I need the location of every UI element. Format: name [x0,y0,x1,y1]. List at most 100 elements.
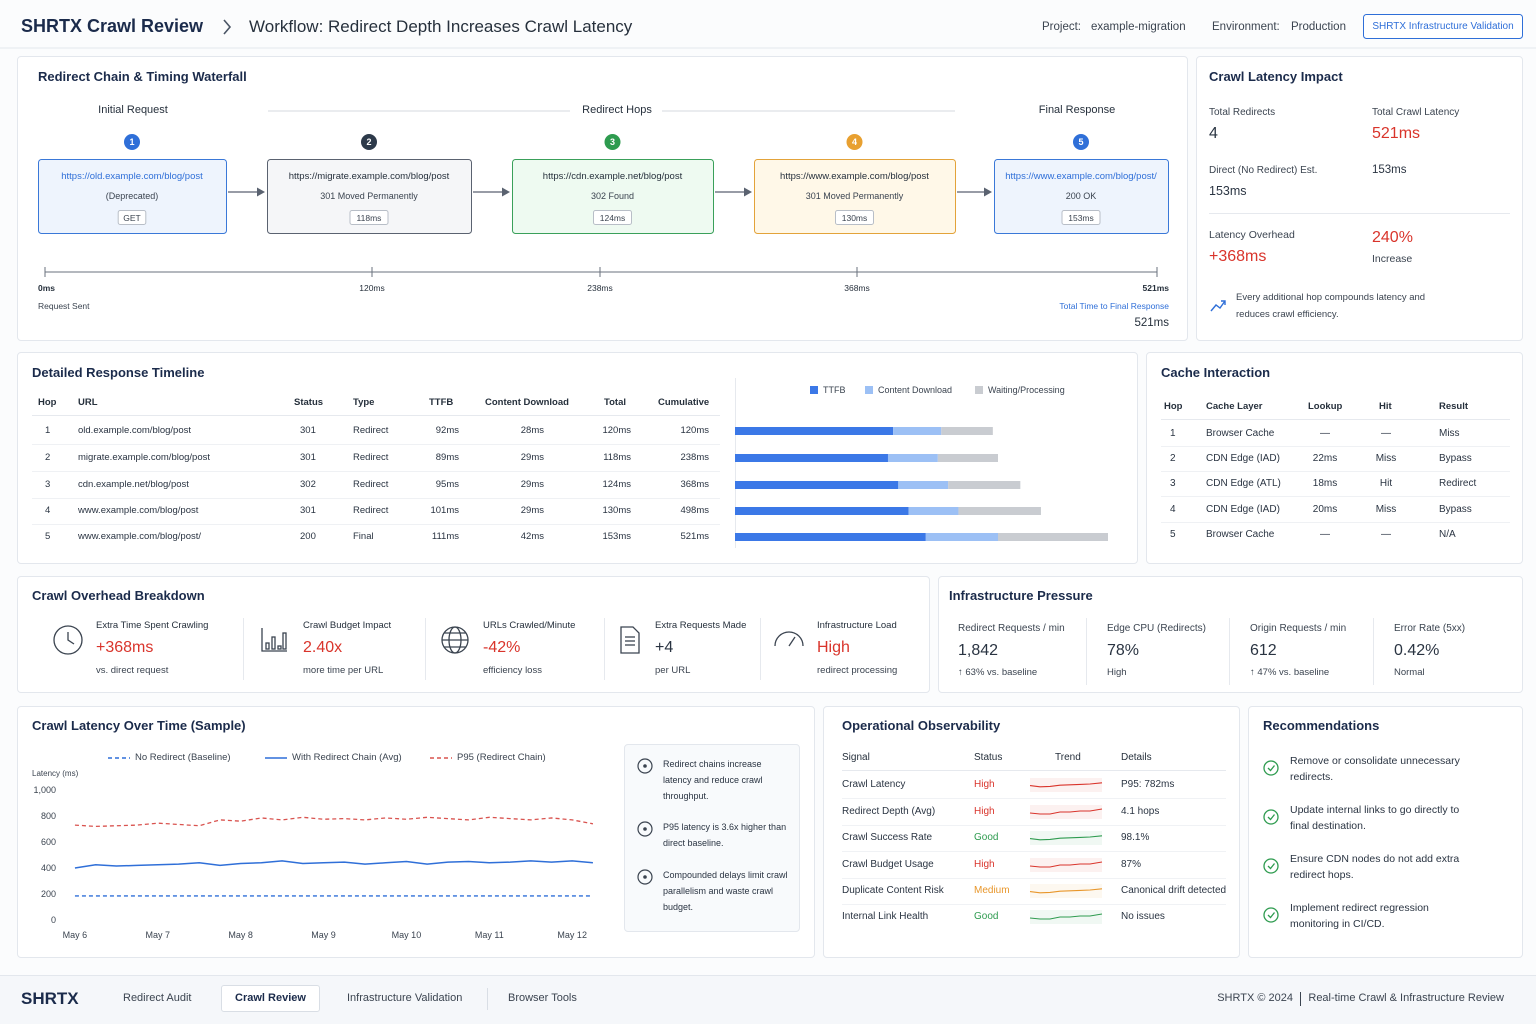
recommendation: Remove or consolidate unnecessary redire… [1290,755,1460,784]
hop-number: 2 [366,136,372,147]
sparkline [1029,782,1103,788]
signal-status: High [974,806,995,817]
metric-label: Total Redirects [1209,107,1276,118]
check-icon [1263,760,1279,776]
overhead-note: redirect processing [817,665,898,677]
table-cell: 111ms [431,531,459,543]
hop-number: 4 [851,136,858,147]
table-cell: cdn.example.net/blog/post [78,479,189,491]
bars-icon-bar [282,632,287,650]
signal-name: Crawl Success Rate [842,832,933,843]
legend-label: No Redirect (Baseline) [135,752,231,764]
column-header: Details [1121,752,1152,763]
panel-title: Detailed Response Timeline [32,365,205,381]
table-cell: 5 [45,531,51,543]
footer-tab[interactable]: Infrastructure Validation [347,992,463,1005]
table-cell: CDN Edge (IAD) [1206,504,1280,515]
pressure-label: Error Rate (5xx) [1394,623,1466,634]
table-cell: 18ms [1312,478,1338,489]
table-cell: 124ms [602,479,631,491]
legend-swatch [865,386,873,394]
stage-label: Redirect Hops [582,104,652,117]
overhead-label: URLs Crawled/Minute [483,620,576,632]
trend-icon-head [1221,300,1226,305]
hop-tag-frame [349,210,389,225]
signal-details: P95: 782ms [1121,779,1175,790]
overhead-value: -42% [483,639,521,657]
gauge-icon [774,631,804,647]
hop-badge [1073,134,1089,150]
table-cell: Redirect [353,452,389,464]
table-cell: 29ms [520,479,544,491]
column-header: Total [604,397,626,409]
note-icon-dot [643,764,647,768]
x-tick-label: May 7 [145,929,171,940]
footer-tab[interactable]: Crawl Review [235,992,306,1005]
table-cell: 22ms [1312,453,1338,464]
hop-url: https://old.example.com/blog/post [61,171,203,183]
timing-tick-label: 368ms [844,282,870,293]
table-cell: 200 [300,531,316,543]
table-cell: www.example.com/blog/post [78,505,199,517]
table-cell: Redirect [353,505,389,517]
header-button-frame [1363,14,1523,39]
hop-tag: 124ms [599,212,626,223]
signal-status: Good [974,911,999,922]
table-cell: 29ms [520,452,544,464]
hop-badge [124,134,140,150]
impact-note: Every additional hop compounds latency a… [1236,292,1426,320]
timing-bar-segment [941,427,993,435]
pressure-panel [938,576,1523,693]
column-header: TTFB [429,397,454,409]
request-sent: Request Sent [38,300,90,311]
overhead-label: Extra Time Spent Crawling [96,620,209,632]
panel-title: Redirect Chain & Timing Waterfall [38,69,247,85]
environment-label: Environment: [1212,21,1280,34]
y-tick-label: 800 [40,810,56,821]
check-icon [1263,809,1279,825]
signal-details: 87% [1121,859,1142,870]
notes-box [624,744,800,932]
timing-bar-segment [937,454,998,462]
panel-title: Crawl Overhead Breakdown [32,588,205,604]
header-button[interactable]: SHRTX Infrastructure Validation [1372,21,1514,32]
trend-icon [1210,300,1226,312]
table-cell: CDN Edge (IAD) [1206,453,1280,464]
table-cell: 4 [1170,504,1176,515]
table-cell: 118ms [603,452,631,464]
footer-tab[interactable]: Redirect Audit [123,992,192,1005]
table-cell: 89ms [435,452,459,464]
footer-copyright: SHRTX © 2024 [1217,992,1293,1005]
timing-bar-segment [735,507,909,515]
overhead-value: +368ms [96,639,154,657]
table-cell: 120ms [680,425,709,437]
footer-tab[interactable]: Browser Tools [508,992,577,1005]
signal-status: High [974,779,995,790]
table-cell: 42ms [520,531,544,543]
table-cell: 1 [45,425,51,437]
overhead-label: Crawl Budget Impact [303,620,392,632]
signal-status: Medium [974,885,1010,896]
table-cell: — [1320,428,1330,439]
timing-bar-segment [908,507,959,515]
note-icon-dot [643,875,647,879]
chart-note: Compounded delays limit crawl parallelis… [663,870,788,912]
timing-bar-segment [898,481,949,489]
active-tab-frame [221,985,320,1012]
y-tick-label: 1,000 [33,784,56,795]
table-cell: — [1320,529,1330,540]
table-cell: 301 [300,505,316,517]
table-cell: N/A [1439,529,1456,540]
hop-tag-frame [593,210,632,225]
cache-panel [1146,352,1523,564]
column-header: Signal [842,752,870,763]
overhead-note: more time per URL [303,665,384,677]
total-value: 521ms [1134,317,1169,330]
table-cell: 238ms [680,452,709,464]
column-header: Status [294,397,324,409]
table-cell: 1 [1170,428,1176,439]
footer-brand: SHRTX [21,988,79,1008]
note-icon [637,821,653,837]
panel-title: Infrastructure Pressure [949,588,1093,604]
table-cell: 301 [300,452,316,464]
